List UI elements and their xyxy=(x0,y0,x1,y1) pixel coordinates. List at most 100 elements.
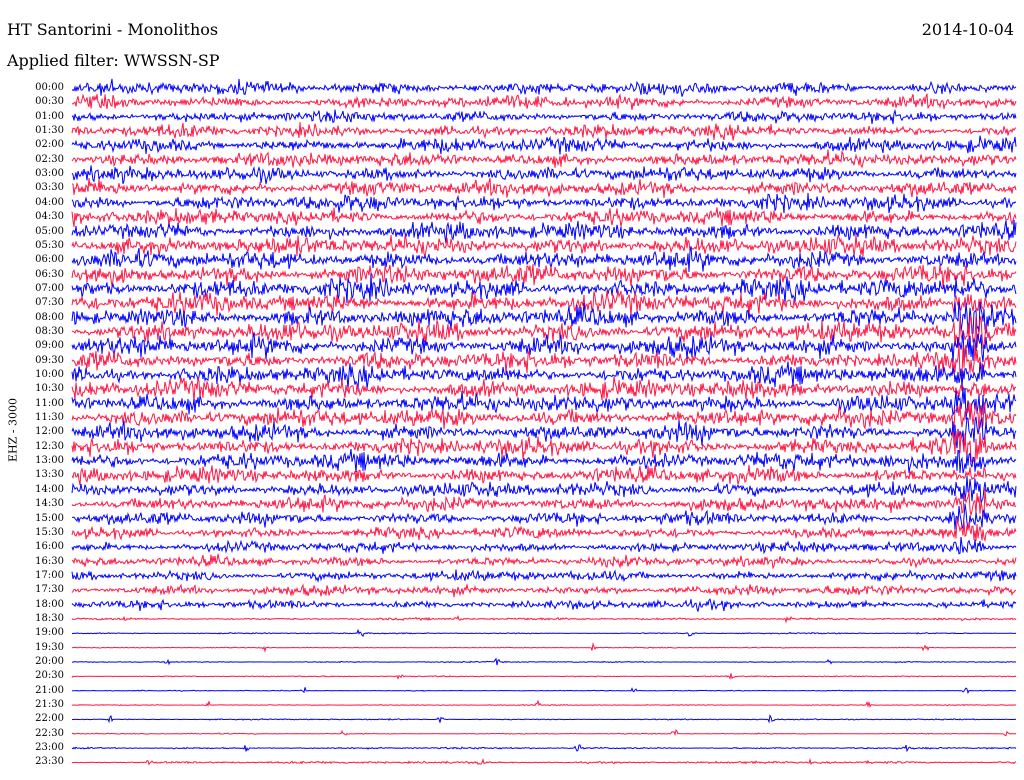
trace-time-label: 13:00 xyxy=(35,455,64,467)
trace-time-label: 15:00 xyxy=(35,512,64,524)
trace-time-label: 11:00 xyxy=(35,397,64,409)
seismic-trace xyxy=(71,536,1017,555)
seismic-trace xyxy=(71,687,1017,695)
station-title: HT Santorini - Monolithos xyxy=(7,20,219,39)
seismic-trace xyxy=(71,614,1017,624)
trace-time-label: 10:00 xyxy=(35,369,64,380)
trace-time-label: 05:00 xyxy=(35,225,64,237)
trace-time-label: 14:30 xyxy=(35,498,64,510)
trace-time-label: 18:00 xyxy=(35,598,64,610)
trace-time-label: 05:30 xyxy=(35,239,64,251)
seismic-trace xyxy=(71,219,1017,244)
seismic-trace xyxy=(71,387,1017,420)
seismic-trace xyxy=(71,234,1017,259)
trace-time-label: 23:30 xyxy=(35,756,64,768)
seismic-trace xyxy=(71,757,1017,766)
trace-time-label: 22:30 xyxy=(35,727,64,739)
trace-time-label: 03:30 xyxy=(35,182,64,194)
trace-time-label: 12:00 xyxy=(35,426,64,438)
trace-time-label: 04:30 xyxy=(35,211,64,223)
seismic-trace xyxy=(71,464,1017,486)
seismic-trace xyxy=(71,657,1017,666)
seismic-trace xyxy=(71,122,1017,141)
seismic-trace xyxy=(71,273,1017,304)
trace-time-label: 13:30 xyxy=(35,469,64,481)
seismic-trace xyxy=(71,553,1017,570)
trace-time-label: 19:30 xyxy=(35,641,64,653)
trace-time-label: 20:00 xyxy=(35,656,64,667)
trace-time-label: 02:00 xyxy=(35,139,64,151)
trace-time-label: 06:00 xyxy=(35,254,64,266)
trace-time-label: 16:30 xyxy=(35,555,64,567)
trace-time-label: 01:30 xyxy=(35,125,64,137)
trace-time-label: 16:00 xyxy=(35,541,64,553)
seismic-trace xyxy=(71,301,1017,334)
seismic-trace xyxy=(71,518,1017,543)
trace-time-label: 14:00 xyxy=(35,483,64,495)
seismic-trace xyxy=(71,475,1017,505)
trace-time-label: 09:00 xyxy=(35,340,64,352)
seismic-trace xyxy=(71,289,1017,317)
trace-time-label: 00:00 xyxy=(35,82,64,93)
seismic-trace xyxy=(71,165,1017,185)
seismic-trace xyxy=(71,192,1017,214)
seismic-trace xyxy=(71,78,1017,97)
seismic-trace xyxy=(71,628,1017,637)
seismic-trace xyxy=(71,207,1017,227)
record-date: 2014-10-04 xyxy=(921,20,1014,39)
trace-time-label: 21:30 xyxy=(35,699,64,711)
seismic-trace xyxy=(71,263,1017,290)
filter-label: Applied filter: WWSSN-SP xyxy=(7,51,220,70)
seismic-trace xyxy=(71,135,1017,155)
trace-time-label: 00:30 xyxy=(35,96,64,108)
trace-time-label: 01:00 xyxy=(35,110,64,122)
seismic-trace xyxy=(71,673,1017,680)
seismic-trace xyxy=(71,344,1017,377)
seismic-trace xyxy=(71,728,1017,737)
seismic-trace xyxy=(71,714,1017,724)
seismic-trace xyxy=(71,93,1017,110)
trace-time-label: 08:30 xyxy=(35,325,64,337)
seismic-trace xyxy=(71,330,1017,363)
trace-time-label: 21:00 xyxy=(35,684,64,696)
seismic-trace xyxy=(71,448,1017,474)
trace-time-label: 02:30 xyxy=(35,153,64,165)
trace-time-label: 07:00 xyxy=(35,282,64,294)
seismic-trace xyxy=(71,642,1017,653)
seismic-trace xyxy=(71,598,1017,612)
seismic-trace xyxy=(71,315,1017,350)
seismic-trace xyxy=(71,430,1017,463)
trace-time-label: 19:00 xyxy=(35,627,64,639)
trace-time-label: 09:30 xyxy=(35,354,64,366)
trace-time-label: 22:00 xyxy=(35,713,64,725)
trace-time-label: 07:30 xyxy=(35,297,64,309)
seismic-trace xyxy=(71,402,1017,432)
trace-time-label: 08:00 xyxy=(35,311,64,323)
trace-time-label: 20:30 xyxy=(35,670,64,682)
trace-time-label: 04:00 xyxy=(35,196,64,208)
seismic-trace xyxy=(71,246,1017,273)
seismic-trace xyxy=(71,416,1017,449)
trace-time-label: 17:00 xyxy=(35,569,64,581)
seismic-trace xyxy=(71,149,1017,169)
trace-time-label: 12:30 xyxy=(35,440,64,452)
seismic-trace xyxy=(71,177,1017,199)
trace-time-label: 15:30 xyxy=(35,526,64,538)
seismic-trace xyxy=(71,744,1017,753)
trace-time-label: 11:30 xyxy=(35,412,64,424)
seismic-trace xyxy=(71,569,1017,583)
trace-time-label: 23:00 xyxy=(35,742,64,754)
trace-time-label: 17:30 xyxy=(35,584,64,596)
trace-time-label: 10:30 xyxy=(35,383,64,395)
seismic-trace xyxy=(71,108,1017,125)
seismic-trace xyxy=(71,488,1017,519)
seismic-trace xyxy=(72,699,1017,708)
trace-time-label: 18:30 xyxy=(35,612,64,624)
trace-time-label: 03:00 xyxy=(35,168,64,180)
seismic-trace xyxy=(71,503,1017,530)
seismic-trace xyxy=(71,376,1017,403)
seismic-trace xyxy=(71,361,1017,390)
seismic-trace xyxy=(71,583,1017,598)
trace-time-label: 06:30 xyxy=(35,268,64,280)
